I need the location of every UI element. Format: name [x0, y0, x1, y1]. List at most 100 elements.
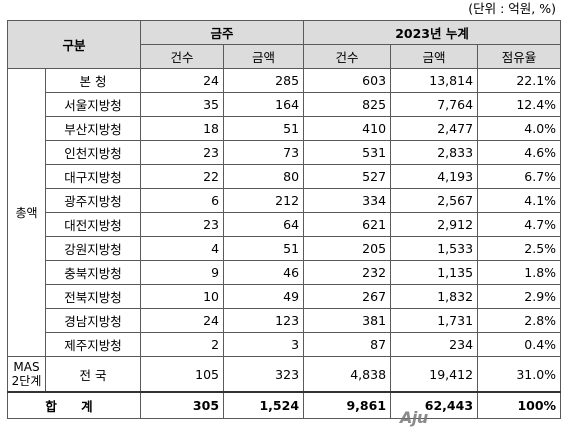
office-name: 대구지방청 — [44, 164, 142, 189]
total-share-year: 100% — [477, 391, 562, 419]
unit-note: (단위 : 억원, %) — [468, 1, 556, 16]
amount-week: 285 — [223, 68, 305, 93]
amount-week: 123 — [223, 308, 305, 333]
office-name: 본 청 — [44, 68, 142, 93]
count-week: 23 — [140, 140, 225, 165]
share-year: 4.0% — [477, 116, 562, 141]
table-row: 대전지방청 23 64 621 2,912 4.7% — [8, 212, 562, 237]
share-year: 22.1% — [477, 68, 562, 93]
amount-week: 80 — [223, 164, 305, 189]
count-week: 10 — [140, 284, 225, 309]
share-year: 2.8% — [477, 308, 562, 333]
table-row: 대구지방청 22 80 527 4,193 6.7% — [8, 164, 562, 189]
count-year: 4,838 — [303, 356, 392, 393]
group-mas-label: MAS 2단계 — [7, 356, 46, 393]
count-week: 18 — [140, 116, 225, 141]
office-name: 충북지방청 — [44, 260, 142, 285]
count-week: 2 — [140, 332, 225, 357]
office-name: 강원지방청 — [44, 236, 142, 261]
count-year: 381 — [303, 308, 392, 333]
total-count-year: 9,861 — [303, 391, 392, 419]
share-year: 4.7% — [477, 212, 562, 237]
total-label: 합 계 — [6, 391, 142, 419]
table-row: 서울지방청 35 164 825 7,764 12.4% — [8, 92, 562, 117]
share-year: 12.4% — [477, 92, 562, 117]
total-count-week: 305 — [140, 391, 225, 419]
share-year: 0.4% — [477, 332, 562, 357]
count-year: 621 — [303, 212, 392, 237]
amount-year: 2,833 — [390, 140, 479, 165]
count-week: 9 — [140, 260, 225, 285]
watermark-logo: Aju — [400, 408, 428, 427]
office-name: 광주지방청 — [44, 188, 142, 213]
category-header: 구분 — [6, 20, 142, 69]
amount-year: 234 — [390, 332, 479, 357]
amount-week: 51 — [223, 116, 305, 141]
table-row: 총액 본 청 24 285 603 13,814 22.1% — [7, 68, 562, 357]
amount-week: 3 — [223, 332, 305, 357]
count-week: 4 — [140, 236, 225, 261]
count-week: 24 — [140, 308, 225, 333]
group-total-label: 총액 — [7, 68, 46, 357]
office-name: 부산지방청 — [44, 116, 142, 141]
table-row: 부산지방청 18 51 410 2,477 4.0% — [8, 116, 562, 141]
office-name: 제주지방청 — [44, 332, 142, 357]
amount-year: 19,412 — [390, 356, 479, 393]
amount-year: 4,193 — [390, 164, 479, 189]
col-share-year: 점유율 — [477, 44, 562, 69]
table-row: 전북지방청 10 49 267 1,832 2.9% — [8, 284, 562, 309]
office-name: 인천지방청 — [44, 140, 142, 165]
amount-year: 2,477 — [390, 116, 479, 141]
count-week: 6 — [140, 188, 225, 213]
count-year: 410 — [303, 116, 392, 141]
table-row-total: 합 계 305 1,524 9,861 62,443 100% — [6, 391, 562, 419]
amount-year: 1,832 — [390, 284, 479, 309]
share-year: 6.7% — [477, 164, 562, 189]
count-year: 334 — [303, 188, 392, 213]
total-amount-year: 62,443 — [390, 391, 479, 419]
col-count-week: 건수 — [140, 44, 225, 69]
amount-week: 49 — [223, 284, 305, 309]
count-year: 267 — [303, 284, 392, 309]
share-year: 4.6% — [477, 140, 562, 165]
share-year: 2.9% — [477, 284, 562, 309]
count-year: 527 — [303, 164, 392, 189]
col-amount-week: 금액 — [223, 44, 305, 69]
amount-year: 7,764 — [390, 92, 479, 117]
table-row: 강원지방청 4 51 205 1,533 2.5% — [8, 236, 562, 261]
amount-week: 323 — [223, 356, 305, 393]
share-year: 31.0% — [477, 356, 562, 393]
amount-week: 46 — [223, 260, 305, 285]
count-year: 232 — [303, 260, 392, 285]
table-row: 제주지방청 2 3 87 234 0.4% — [8, 332, 562, 357]
office-name: 서울지방청 — [44, 92, 142, 117]
count-year: 603 — [303, 68, 392, 93]
year-total-header: 2023년 누계 — [303, 20, 562, 45]
count-year: 87 — [303, 332, 392, 357]
amount-week: 64 — [223, 212, 305, 237]
amount-week: 51 — [223, 236, 305, 261]
table-row: 광주지방청 6 212 334 2,567 4.1% — [8, 188, 562, 213]
count-week: 35 — [140, 92, 225, 117]
amount-week: 212 — [223, 188, 305, 213]
count-week: 105 — [140, 356, 225, 393]
amount-week: 73 — [223, 140, 305, 165]
count-year: 825 — [303, 92, 392, 117]
count-week: 23 — [140, 212, 225, 237]
office-name: 경남지방청 — [44, 308, 142, 333]
share-year: 1.8% — [477, 260, 562, 285]
amount-year: 13,814 — [390, 68, 479, 93]
table-row: 충북지방청 9 46 232 1,135 1.8% — [8, 260, 562, 285]
share-year: 2.5% — [477, 236, 562, 261]
table-row: 경남지방청 24 123 381 1,731 2.8% — [8, 308, 562, 333]
amount-year: 1,731 — [390, 308, 479, 333]
share-year: 4.1% — [477, 188, 562, 213]
count-week: 22 — [140, 164, 225, 189]
contract-summary-table: 구분 금주 2023년 누계 건수 금액 건수 금액 점유율 총액 본 청 24… — [6, 20, 562, 419]
amount-year: 1,533 — [390, 236, 479, 261]
col-count-year: 건수 — [303, 44, 392, 69]
this-week-header: 금주 — [140, 20, 305, 45]
table-row: 인천지방청 23 73 531 2,833 4.6% — [8, 140, 562, 165]
office-name: 전 국 — [44, 356, 142, 393]
count-week: 24 — [140, 68, 225, 93]
